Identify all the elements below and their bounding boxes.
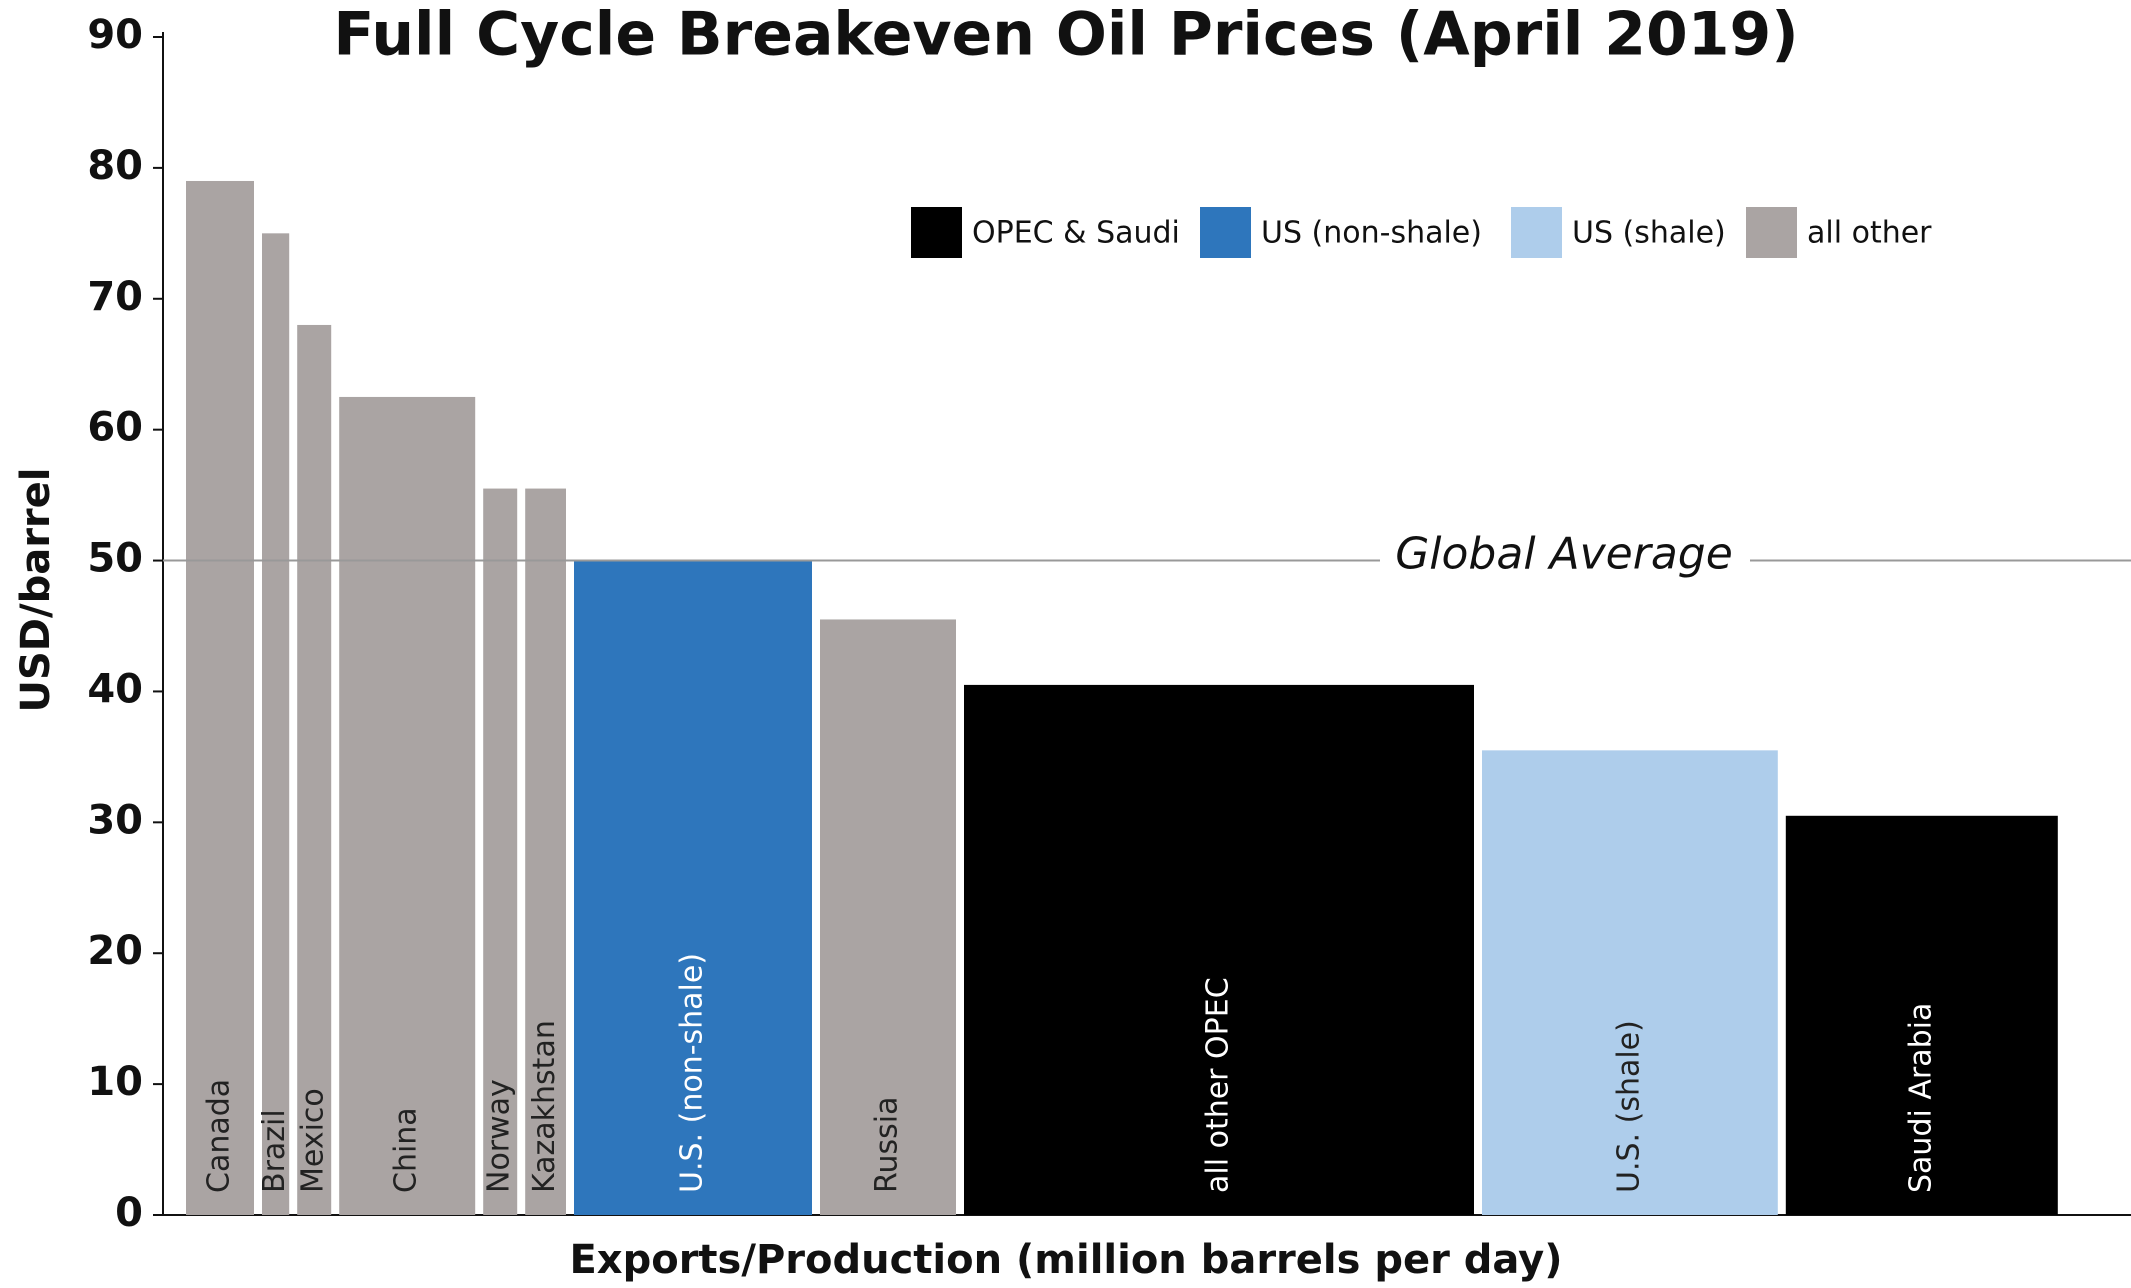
bar-label: Russia: [870, 1097, 905, 1194]
bar-label: China: [389, 1107, 424, 1193]
y-tick-label: 90: [87, 12, 143, 58]
bar-label: U.S. (non-shale): [675, 953, 710, 1193]
bar-label: all other OPEC: [1201, 977, 1236, 1193]
bar: [262, 233, 290, 1216]
y-tick-label: 60: [87, 405, 143, 451]
legend-swatch: [911, 207, 962, 258]
bar-label: Kazakhstan: [527, 1020, 562, 1193]
chart-title: Full Cycle Breakeven Oil Prices (April 2…: [333, 0, 1798, 70]
x-axis-label: Exports/Production (million barrels per …: [569, 1237, 1562, 1283]
legend-label: US (non-shale): [1261, 216, 1482, 251]
bar-label: Norway: [482, 1079, 517, 1193]
legend-label: all other: [1807, 216, 1932, 251]
legend-swatch: [1511, 207, 1562, 258]
y-tick-label: 50: [87, 536, 143, 582]
bar: [483, 488, 518, 1216]
y-tick-label: 40: [87, 666, 143, 712]
legend-label: OPEC & Saudi: [972, 216, 1180, 251]
bar: [1785, 815, 2058, 1215]
y-tick-label: 0: [115, 1190, 143, 1236]
bar-label: Canada: [202, 1079, 237, 1193]
y-tick-label: 70: [87, 274, 143, 320]
bar-label: Brazil: [257, 1109, 292, 1193]
y-tick-label: 80: [87, 143, 143, 189]
bar: [525, 488, 566, 1216]
bar-label: Saudi Arabia: [1903, 1003, 1938, 1193]
bar: [820, 619, 956, 1215]
bar: [1482, 750, 1778, 1215]
bar: [964, 684, 1474, 1215]
bar: [339, 396, 476, 1215]
y-tick-label: 20: [87, 928, 143, 974]
y-tick-label: 10: [87, 1059, 143, 1105]
legend-label: US (shale): [1572, 216, 1726, 251]
bar: [574, 560, 812, 1215]
y-axis-label: USD/barrel: [13, 467, 59, 712]
y-tick-label: 30: [87, 797, 143, 843]
reference-label: Global Average: [1395, 529, 1733, 580]
legend-swatch: [1746, 207, 1797, 258]
bar-label: Mexico: [296, 1088, 331, 1193]
bar: [297, 324, 332, 1215]
legend-swatch: [1200, 207, 1251, 258]
bar-label: U.S. (shale): [1611, 1020, 1646, 1193]
bar: [186, 180, 254, 1215]
reference-label-bg: [1380, 530, 1750, 591]
